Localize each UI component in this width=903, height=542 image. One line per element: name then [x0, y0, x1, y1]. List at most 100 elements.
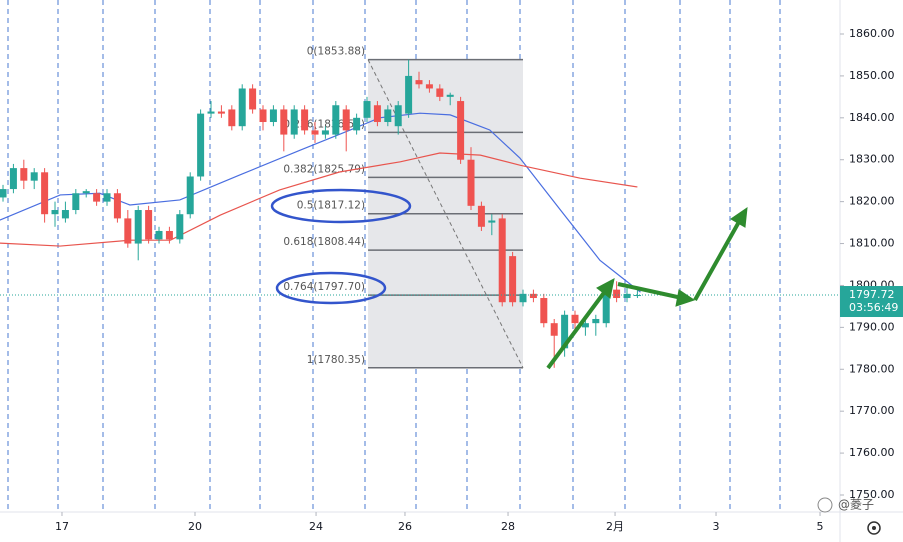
x-tick-label: 3: [713, 520, 720, 533]
candle-body: [197, 113, 205, 177]
candle-body: [477, 205, 485, 227]
candle-body: [238, 88, 246, 127]
forecast-arrows: [546, 206, 748, 370]
fib-level-label: 0(1853.88): [307, 46, 365, 58]
candle-body: [394, 105, 402, 127]
candle-body: [124, 218, 132, 244]
candle-body: [9, 168, 17, 190]
candle-layer: [0, 59, 641, 368]
candle-body: [186, 176, 194, 215]
candle-body: [581, 323, 589, 328]
candle-body: [30, 172, 38, 181]
candle-body: [228, 109, 236, 127]
fib-level-label: 0.618(1808.44): [283, 236, 365, 248]
y-tick-label: 1820.00: [849, 195, 895, 208]
candle-body: [623, 293, 631, 299]
candle-body: [280, 109, 288, 135]
candle-body: [113, 193, 121, 219]
candle-body: [363, 101, 371, 118]
x-tick-label: 2月: [606, 520, 624, 533]
candle-body: [259, 109, 267, 123]
candle-body: [249, 88, 257, 110]
candle-body: [311, 130, 319, 135]
y-tick-label: 1780.00: [849, 362, 895, 375]
y-tick-label: 1770.00: [849, 404, 895, 417]
settings-icon[interactable]: [867, 521, 881, 535]
y-tick-label: 1810.00: [849, 237, 895, 250]
x-tick-label: 17: [55, 520, 69, 533]
candle-body: [509, 256, 517, 303]
candle-body: [519, 293, 527, 303]
candle-body: [145, 210, 153, 240]
last-price-label: 1797.72: [849, 288, 895, 301]
y-tick-label: 1850.00: [849, 69, 895, 82]
fib-level-label: 1(1780.35): [307, 354, 365, 366]
y-tick-label: 1860.00: [849, 27, 895, 40]
candle-body: [41, 172, 49, 215]
candle-body: [592, 318, 600, 324]
x-tick-label: 28: [501, 520, 515, 533]
candle-body: [571, 314, 579, 324]
candle-body: [415, 80, 423, 85]
candle-body: [290, 109, 298, 135]
watermark: @菱子: [817, 497, 874, 513]
candle-body: [436, 88, 444, 97]
candle-body: [425, 84, 433, 89]
y-tick-label: 1840.00: [849, 111, 895, 124]
candle-body: [301, 109, 309, 131]
fib-level-label: 0.5(1817.12): [297, 200, 365, 212]
y-tick-label: 1760.00: [849, 446, 895, 459]
candle-body: [217, 111, 225, 114]
candle-body: [72, 193, 80, 211]
candle-body: [61, 210, 69, 219]
candle-body: [602, 289, 610, 324]
last-price-box: [840, 286, 903, 318]
watermark-logo: [817, 497, 833, 513]
candle-body: [93, 193, 101, 202]
y-tick-label: 1790.00: [849, 320, 895, 333]
candle-body: [176, 214, 184, 240]
highlight-ellipse: [270, 188, 412, 224]
candle-body: [457, 101, 465, 160]
candle-body: [613, 289, 621, 299]
candle-body: [134, 210, 142, 244]
candle-body: [207, 111, 215, 114]
candle-body: [51, 210, 59, 215]
y-tick-label: 1750.00: [849, 488, 895, 501]
candle-body: [103, 193, 111, 202]
x-tick-label: 5: [817, 520, 824, 533]
fib-layer: 0(1853.88) 0.236(1836.53) 0.382(1825.79) 0.…: [283, 46, 524, 369]
candle-body: [498, 218, 506, 303]
candle-body: [561, 314, 569, 349]
x-tick-label: 20: [188, 520, 202, 533]
candle-body: [155, 230, 163, 240]
candle-body: [269, 109, 277, 123]
candle-body: [0, 189, 7, 198]
candle-body: [540, 298, 548, 324]
candle-body: [467, 159, 475, 206]
y-tick-label: 1830.00: [849, 153, 895, 166]
candle-body: [321, 130, 329, 135]
candle-body: [633, 295, 641, 297]
candle-body: [332, 105, 340, 135]
candle-body: [353, 117, 361, 131]
fib-level-label: 0.382(1825.79): [283, 163, 365, 175]
fib-level-label: 0.764(1797.70): [283, 281, 365, 293]
candle-body: [550, 323, 558, 336]
watermark-text: @菱子: [838, 498, 874, 512]
fib-level-label: 0.236(1836.53): [283, 118, 365, 130]
countdown-label: 03:56:49: [849, 301, 898, 314]
candle-body: [405, 75, 413, 114]
x-tick-label: 26: [398, 520, 412, 533]
candle-body: [529, 293, 537, 299]
candle-body: [165, 230, 173, 240]
highlight-ellipse: [275, 271, 387, 305]
candle-body: [82, 191, 90, 194]
candle-body: [373, 105, 381, 123]
fib-trend-line: [367, 59, 524, 369]
candle-body: [384, 109, 392, 123]
candle-body: [488, 220, 496, 223]
x-tick-label: 24: [309, 520, 323, 533]
candle-body: [342, 109, 350, 131]
